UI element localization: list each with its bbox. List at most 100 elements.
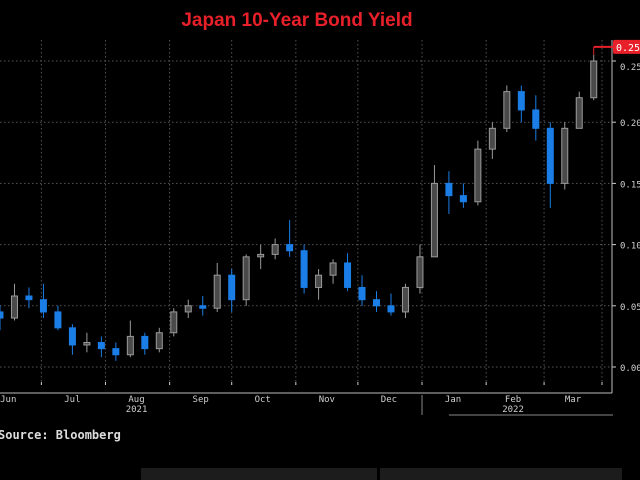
- year-label: 2022: [502, 405, 524, 415]
- candle: [199, 296, 207, 316]
- candle: [286, 220, 294, 257]
- candle: [83, 332, 91, 353]
- x-tick-label: Nov: [319, 395, 335, 405]
- candle: [344, 253, 352, 292]
- source-note: Source: Bloomberg: [0, 428, 121, 442]
- candle: [546, 122, 554, 208]
- candle-body: [228, 274, 236, 301]
- candle: [387, 293, 395, 316]
- candle-body: [488, 127, 496, 150]
- y-tick-label: 0.050: [620, 303, 640, 313]
- x-tick-label: Jul: [64, 395, 80, 405]
- y-tick-label: 0.150: [620, 180, 640, 190]
- candle-body: [517, 91, 525, 111]
- candles: [0, 54, 598, 361]
- candle: [271, 238, 279, 260]
- footer-strip: [0, 472, 112, 480]
- candle-body: [0, 311, 4, 319]
- candle: [126, 320, 134, 358]
- candle-body: [141, 335, 149, 350]
- candle-body: [213, 274, 221, 309]
- candle-body: [286, 244, 294, 252]
- candle-body: [10, 295, 18, 319]
- candle: [300, 244, 308, 294]
- candle-body: [97, 342, 105, 350]
- candle-body: [112, 348, 120, 356]
- candle: [257, 244, 265, 270]
- chart-title: Japan 10-Year Bond Yield: [181, 10, 413, 31]
- candle-body: [54, 311, 62, 329]
- candle: [112, 342, 120, 361]
- candle: [242, 254, 250, 306]
- x-tick-label: Sep: [193, 395, 209, 405]
- candle-body: [503, 91, 511, 129]
- candle-body: [25, 295, 33, 301]
- candle: [517, 85, 525, 123]
- candle-body: [387, 305, 395, 313]
- candle-body: [416, 256, 424, 288]
- candle: [170, 308, 178, 337]
- candle-body: [373, 299, 381, 307]
- candle: [430, 165, 438, 258]
- candle: [0, 305, 4, 331]
- candle: [39, 283, 47, 319]
- candle: [575, 91, 583, 129]
- candle: [373, 291, 381, 312]
- candle: [10, 283, 18, 321]
- candle: [141, 332, 149, 355]
- grid: [0, 40, 612, 385]
- last-value-tag: [613, 39, 640, 54]
- candle: [474, 140, 482, 206]
- axes: 0.000 0.050 0.100 0.150 0.200 0.250 Jun Jul Aug S…: [0, 39, 640, 416]
- candle: [590, 54, 598, 101]
- candle-body: [39, 299, 47, 313]
- candle-body: [271, 244, 279, 255]
- candle: [97, 336, 105, 358]
- candle: [155, 327, 163, 353]
- candle: [213, 262, 221, 312]
- candle-body: [242, 256, 250, 301]
- candle-body: [155, 332, 163, 350]
- candle-body: [474, 148, 482, 203]
- candle-body: [257, 253, 265, 258]
- candle: [445, 171, 453, 214]
- x-tick-label: Jun: [0, 395, 16, 405]
- candle-body: [401, 286, 409, 313]
- x-tick-label: Feb: [505, 395, 521, 405]
- footer-panel-right: [380, 468, 622, 480]
- candle-body: [459, 195, 467, 203]
- candlestick-chart: 0.000 0.050 0.100 0.150 0.200 0.250 Jun Jul Aug S…: [0, 39, 640, 416]
- candle-body: [532, 109, 540, 129]
- candle: [532, 95, 540, 141]
- candle-body: [561, 127, 569, 184]
- candle-body: [170, 311, 178, 334]
- candle-body: [546, 127, 554, 184]
- year-label: 2021: [126, 405, 148, 415]
- candle: [228, 269, 236, 312]
- candle-body: [184, 305, 192, 313]
- candle: [561, 122, 569, 190]
- footer-panel-left: [141, 468, 377, 480]
- candle-body: [199, 305, 207, 309]
- candle-body: [68, 327, 76, 346]
- x-tick-label: Aug: [128, 395, 144, 405]
- candle-body: [590, 60, 598, 99]
- candle: [329, 259, 337, 284]
- candle: [315, 269, 323, 300]
- candle: [503, 85, 511, 132]
- candle: [459, 183, 467, 208]
- candle: [401, 283, 409, 319]
- candle-body: [445, 182, 453, 197]
- x-tick-label: Oct: [255, 395, 271, 405]
- x-tick-label: Mar: [565, 395, 582, 405]
- candle-body: [358, 286, 366, 301]
- candle-body: [329, 262, 337, 276]
- candle: [184, 299, 192, 319]
- candle-body: [430, 182, 438, 258]
- candle-body: [315, 274, 323, 288]
- candle: [358, 275, 366, 306]
- x-tick-label: Dec: [381, 395, 397, 405]
- candle: [68, 324, 76, 355]
- candle-body: [126, 335, 134, 356]
- y-tick-label: 0.100: [620, 242, 640, 252]
